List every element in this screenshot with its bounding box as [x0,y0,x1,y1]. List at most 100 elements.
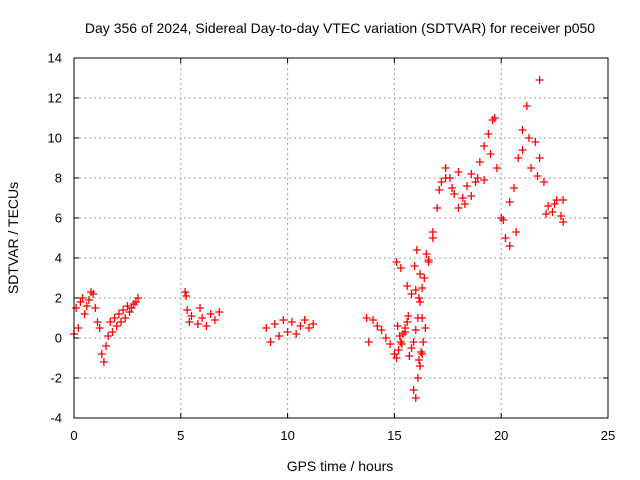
data-point [74,324,83,332]
data-point [404,312,413,320]
data-point [87,288,96,296]
data-point [441,164,450,172]
data-point [300,316,309,324]
x-tick-label: 10 [280,428,294,443]
data-point [420,274,429,282]
data-point [522,102,531,110]
data-point [497,214,506,222]
data-point [510,184,519,192]
y-tick-label: 0 [55,331,62,346]
y-tick-label: -4 [50,411,62,426]
data-point [411,394,420,402]
data-point [390,350,399,358]
data-point [454,204,463,212]
data-point [416,298,425,306]
data-point [490,114,499,122]
data-point [403,282,412,290]
data-point [275,332,284,340]
data-point [411,326,420,334]
data-point [486,150,495,158]
data-point [535,76,544,84]
data-point [484,130,493,138]
data-point [539,178,548,186]
data-point [386,340,395,348]
data-point [104,332,113,340]
data-point [304,324,313,332]
data-point [395,332,404,340]
data-point [475,158,484,166]
data-point [396,338,405,346]
data-point [119,306,128,314]
data-point [488,116,497,124]
data-point [544,202,553,210]
axis-ticks: 0 5 10 15 20 25 -4 -2 0 2 4 6 8 10 12 14 [48,51,616,444]
data-point [403,318,412,326]
data-point [418,284,427,292]
x-axis-label: GPS time / hours [287,458,394,474]
data-point [480,142,489,150]
data-point [287,318,296,326]
y-tick-label: 14 [48,51,62,66]
x-tick-label: 5 [177,428,184,443]
data-point [414,294,423,302]
data-point [424,256,433,264]
data-point [292,330,301,338]
data-point [512,228,521,236]
data-point [373,322,382,330]
data-point [78,294,87,302]
data-point [557,212,566,220]
y-tick-label: -2 [50,371,62,386]
data-point [417,348,426,356]
data-point [84,296,93,304]
y-tick-label: 2 [55,291,62,306]
data-point [450,190,459,198]
data-point [518,146,527,154]
y-tick-label: 6 [55,211,62,226]
data-point [123,302,132,310]
data-point [441,174,450,182]
data-point [480,176,489,184]
data-point [114,310,123,318]
data-point [182,292,191,300]
data-point [112,322,121,330]
data-point [473,174,482,182]
data-point [548,208,557,216]
data-point [514,154,523,162]
chart-title: Day 356 of 2024, Sidereal Day-to-day VTE… [85,20,595,36]
data-point [91,304,100,312]
data-point [411,286,420,294]
data-point [410,262,419,270]
data-point [215,308,224,316]
data-point [116,318,125,326]
x-tick-label: 0 [70,428,77,443]
data-point [393,322,402,330]
data-point [95,324,104,332]
data-point [401,328,410,336]
data-point [309,320,318,328]
data-point [202,322,211,330]
data-point [416,270,425,278]
data-point [435,186,444,194]
data-point [559,196,568,204]
y-tick-label: 4 [55,251,62,266]
data-point [181,288,190,296]
y-axis-label: SDTVAR / TECUs [5,182,21,294]
data-point [448,184,457,192]
data-point [550,200,559,208]
data-point [422,250,431,258]
data-point [416,362,425,370]
data-point [262,324,271,332]
data-point [501,234,510,242]
data-point [97,350,106,358]
data-point [102,342,111,350]
data-point [296,322,305,330]
data-point [99,358,108,366]
data-point [125,308,134,316]
data-point [76,298,85,306]
data-point [283,328,292,336]
y-tick-label: 10 [48,131,62,146]
y-tick-label: 8 [55,171,62,186]
data-point [533,172,542,180]
data-point [471,178,480,186]
